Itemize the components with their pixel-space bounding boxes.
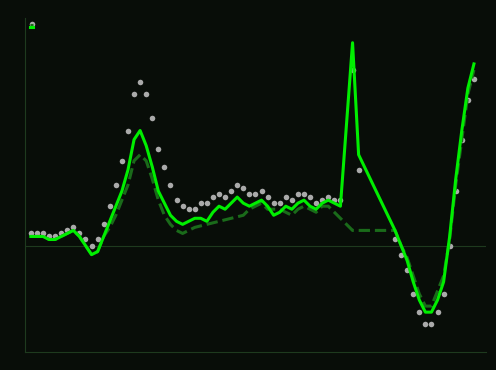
Multifamily residential bbox=[301, 192, 307, 196]
Nonfarm nonresidential properties bbox=[471, 68, 477, 72]
Nonfarm nonresidential properties bbox=[113, 213, 119, 218]
Construction and land development bbox=[471, 62, 477, 66]
Multifamily residential bbox=[434, 310, 440, 314]
Construction and land development bbox=[440, 280, 446, 284]
Construction and land development bbox=[350, 40, 356, 45]
Nonfarm nonresidential properties bbox=[107, 225, 113, 230]
Multifamily residential bbox=[350, 68, 356, 72]
Multifamily residential bbox=[440, 292, 446, 296]
Nonfarm nonresidential properties bbox=[416, 292, 422, 296]
Multifamily residential bbox=[392, 237, 398, 242]
Line: Nonfarm nonresidential properties: Nonfarm nonresidential properties bbox=[31, 70, 474, 306]
Line: Construction and land development: Construction and land development bbox=[31, 43, 474, 312]
Nonfarm nonresidential properties bbox=[459, 137, 465, 142]
Construction and land development bbox=[392, 228, 398, 233]
Nonfarm nonresidential properties bbox=[423, 304, 429, 308]
Multifamily residential bbox=[28, 231, 34, 236]
Construction and land development bbox=[301, 198, 307, 202]
Line: Multifamily residential: Multifamily residential bbox=[28, 67, 477, 327]
Construction and land development bbox=[28, 234, 34, 239]
Multifamily residential bbox=[423, 322, 429, 326]
Multifamily residential bbox=[471, 77, 477, 81]
Nonfarm nonresidential properties bbox=[28, 234, 34, 239]
Nonfarm nonresidential properties bbox=[301, 204, 307, 208]
Multifamily residential bbox=[447, 243, 453, 248]
Multifamily residential bbox=[319, 198, 325, 202]
Construction and land development bbox=[319, 201, 325, 205]
Construction and land development bbox=[447, 234, 453, 239]
Nonfarm nonresidential properties bbox=[325, 204, 331, 208]
Construction and land development bbox=[434, 298, 440, 302]
Legend: Multifamily residential, Nonfarm nonresidential properties, Construction and lan: Multifamily residential, Nonfarm nonresi… bbox=[30, 23, 59, 28]
Construction and land development bbox=[423, 310, 429, 314]
